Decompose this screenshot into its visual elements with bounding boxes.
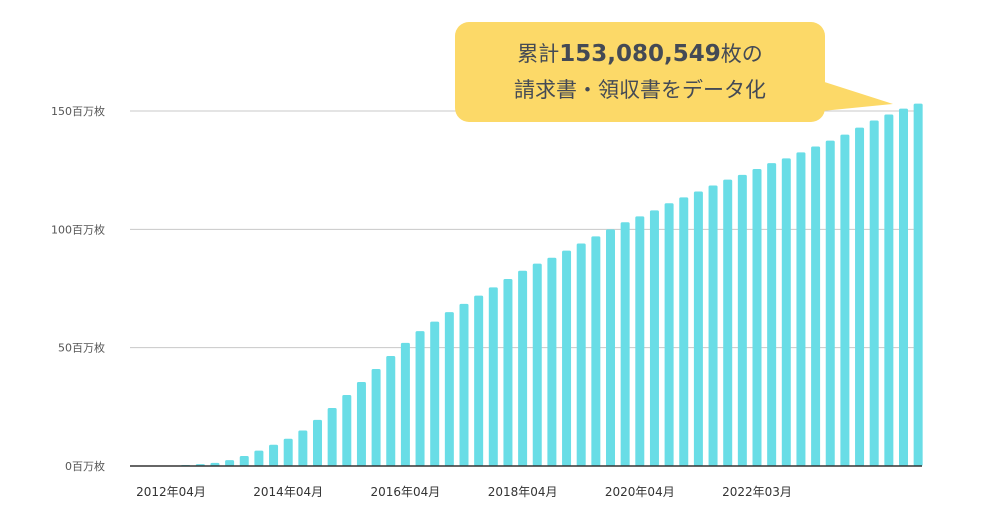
bar — [444, 312, 454, 466]
bar — [400, 342, 410, 466]
bar — [547, 257, 557, 466]
x-tick-label: 2014年04月 — [253, 485, 323, 499]
bar — [884, 114, 894, 467]
bar — [913, 103, 923, 466]
bar — [664, 203, 674, 467]
bar — [356, 381, 366, 466]
y-axis-labels: 0百万枚 50百万枚 100百万枚 150百万枚 — [51, 104, 105, 473]
bar — [562, 250, 572, 466]
bar — [752, 168, 762, 466]
bar — [899, 108, 908, 466]
bar — [708, 185, 718, 467]
bar — [693, 191, 703, 466]
y-tick-label: 150百万枚 — [51, 104, 105, 118]
bar — [254, 450, 264, 466]
bar — [606, 229, 615, 466]
y-tick-label: 100百万枚 — [51, 222, 105, 236]
bar — [737, 174, 747, 466]
bar — [825, 140, 835, 467]
bar — [488, 287, 498, 466]
bar — [386, 355, 396, 466]
bar — [371, 368, 381, 466]
bar — [283, 438, 293, 466]
bar — [313, 419, 322, 466]
callout-line-2: 請求書・領収書をデータ化 — [514, 78, 766, 102]
x-tick-label: 2016年04月 — [370, 485, 440, 499]
callout-total: 153,080,549 — [559, 41, 721, 67]
callout-suffix: 枚の — [720, 42, 763, 66]
bar — [781, 158, 791, 467]
bar — [796, 152, 806, 466]
bar — [840, 134, 850, 466]
bar — [869, 120, 879, 466]
x-tick-label: 2012年04月 — [136, 485, 206, 499]
bar — [679, 197, 689, 466]
bar — [430, 321, 440, 466]
bar — [767, 163, 777, 467]
bar — [855, 127, 865, 467]
total-callout: 累計153,080,549枚の 請求書・領収書をデータ化 — [455, 22, 825, 122]
y-tick-label: 50百万枚 — [58, 341, 105, 355]
bar — [342, 395, 352, 466]
bar — [459, 303, 469, 466]
bar — [811, 146, 821, 466]
bar — [532, 263, 542, 466]
x-tick-label: 2022年03月 — [722, 485, 792, 499]
bar — [298, 430, 308, 466]
bar — [620, 222, 630, 466]
callout-tail — [812, 78, 893, 112]
bar — [591, 236, 601, 466]
y-tick-label: 0百万枚 — [65, 459, 105, 473]
callout-prefix: 累計 — [517, 42, 560, 66]
bar — [635, 216, 645, 466]
callout-line-1: 累計153,080,549枚の — [455, 40, 825, 68]
bar — [269, 444, 279, 466]
x-tick-label: 2018年04月 — [488, 485, 558, 499]
bar — [210, 462, 220, 466]
x-axis-labels: 2012年04月 2014年04月 2016年04月 2018年04月 2020年04月… — [136, 485, 792, 499]
bar — [327, 408, 337, 466]
bar — [239, 456, 249, 466]
x-tick-label: 2020年04月 — [605, 485, 675, 499]
bars — [166, 103, 923, 467]
bar — [503, 279, 513, 466]
bar — [649, 210, 659, 466]
bar — [723, 179, 733, 466]
bar — [225, 460, 235, 466]
bar — [415, 331, 425, 466]
bar — [474, 295, 484, 466]
bar — [576, 243, 586, 466]
bar — [518, 270, 528, 466]
